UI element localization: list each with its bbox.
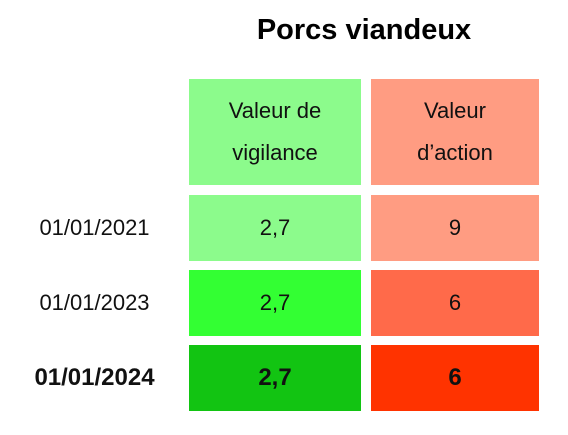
value-cell: 2,7 <box>189 270 361 336</box>
value-cell: 2,7 <box>189 345 361 411</box>
value-cell: 2,7 <box>189 195 361 261</box>
row-label: 01/01/2024 <box>34 364 155 391</box>
header-cell: Valeur de vigilance <box>189 79 361 185</box>
value-cell: 9 <box>371 195 539 261</box>
value-cell: 6 <box>371 270 539 336</box>
row-label: 01/01/2021 <box>39 215 150 240</box>
title: Porcs viandeux <box>256 14 472 46</box>
row-label: 01/01/2023 <box>39 290 150 315</box>
value-cell: 6 <box>371 345 539 411</box>
header-cell: Valeur d’action <box>371 79 539 185</box>
